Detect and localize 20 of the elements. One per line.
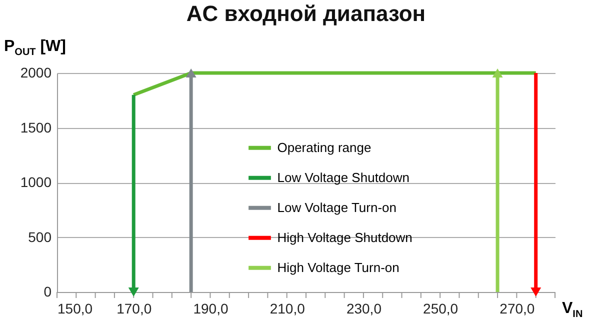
y-tick-label: 0 xyxy=(44,284,52,300)
y-tick-label: 1500 xyxy=(20,119,52,136)
y-tick-label: 2000 xyxy=(20,64,52,80)
x-tick-label: 210,0 xyxy=(270,300,306,316)
x-tick-label: 270,0 xyxy=(500,300,535,316)
y-axis-title: P$_{OUT}$ [W] xyxy=(4,38,66,58)
legend-label: Low Voltage Turn-on xyxy=(277,200,396,215)
legend-label: Operating range xyxy=(277,140,372,155)
legend-label: Low Voltage Shutdown xyxy=(277,170,410,185)
legend-label: High Voltage Shutdown xyxy=(277,230,412,245)
x-tick-label: 250,0 xyxy=(423,300,458,316)
x-tick-label: 150,0 xyxy=(58,300,93,316)
x-tick-label: 170,0 xyxy=(116,300,152,316)
x-tick-label: 230,0 xyxy=(346,300,382,316)
x-axis-title: V$_{IN}$ xyxy=(562,300,583,320)
y-tick-label: 500 xyxy=(28,228,52,245)
chart-title: AC входной диапазон xyxy=(186,1,426,26)
legend-label: High Voltage Turn-on xyxy=(277,260,400,275)
y-tick-label: 1000 xyxy=(20,174,52,190)
x-tick-label: 190,0 xyxy=(193,300,228,316)
